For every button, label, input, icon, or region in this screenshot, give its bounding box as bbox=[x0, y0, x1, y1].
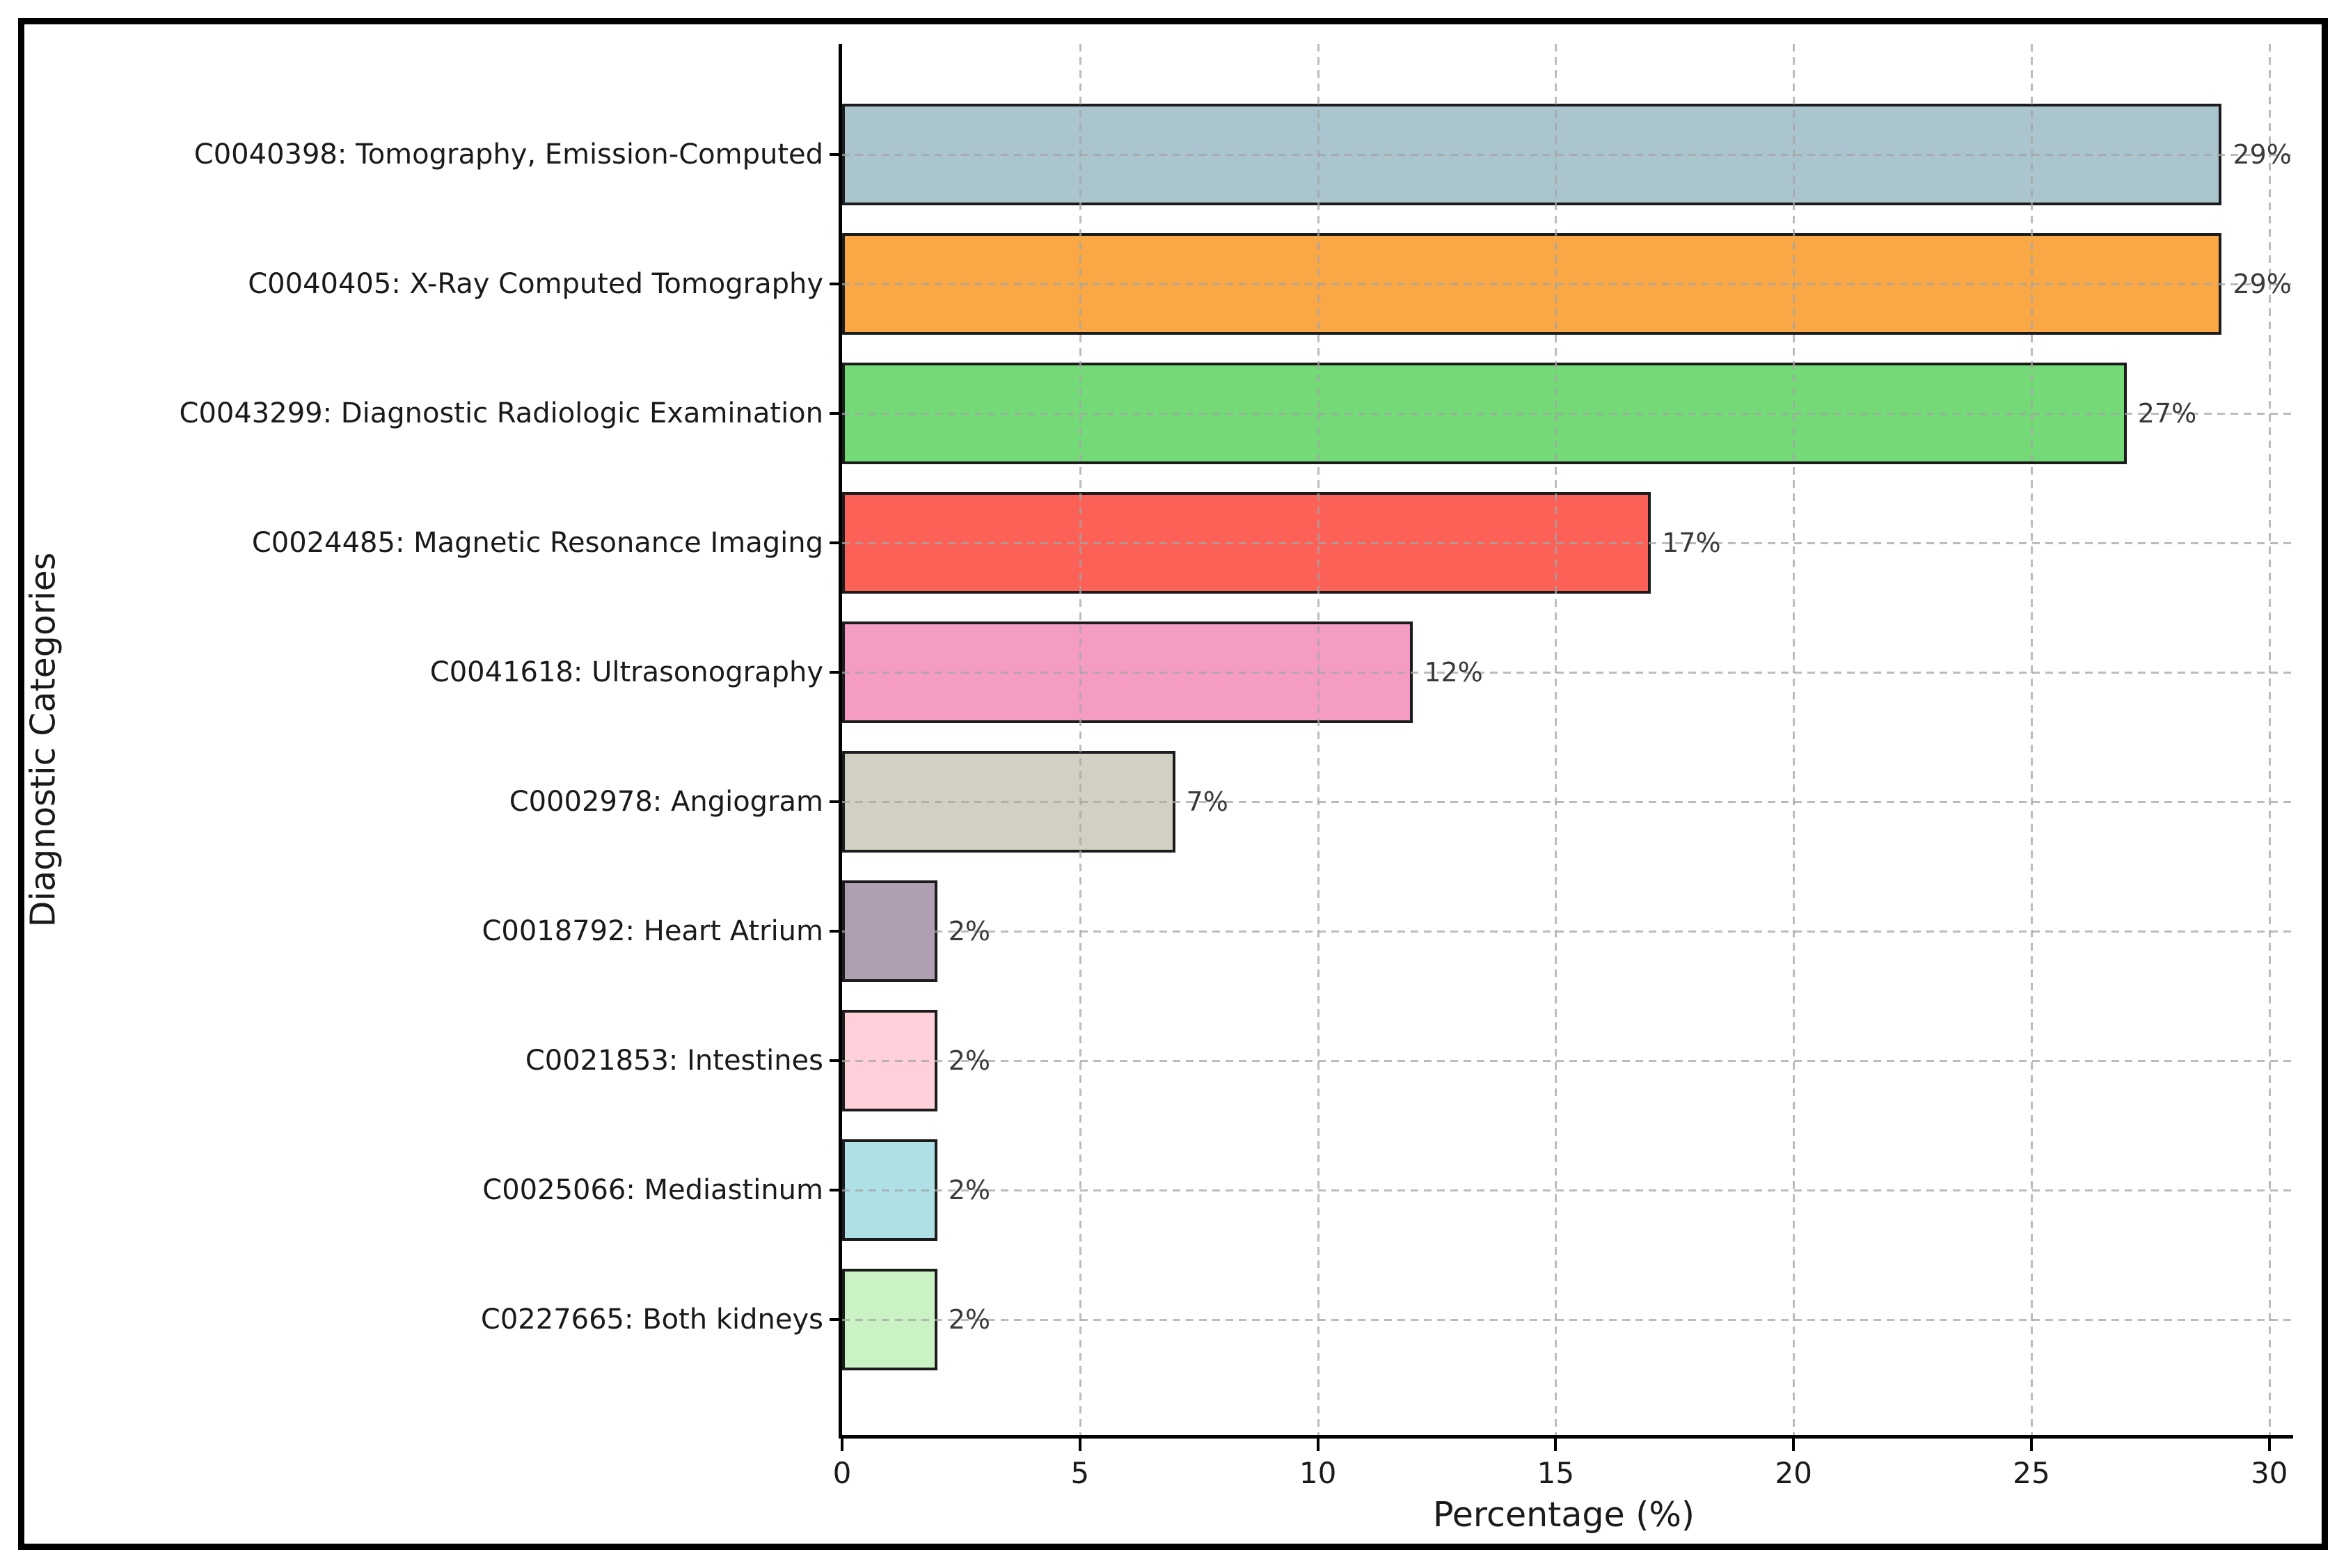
bar-value-label: 2% bbox=[948, 1304, 991, 1335]
x-tick-label: 5 bbox=[1070, 1456, 1090, 1490]
gridline-horizontal bbox=[842, 413, 2293, 415]
gridline-horizontal bbox=[842, 542, 2293, 544]
bar-value-label: 7% bbox=[1186, 786, 1228, 817]
gridline-vertical bbox=[2031, 44, 2034, 1435]
gridline-vertical bbox=[1793, 44, 1796, 1435]
y-tick-mark bbox=[830, 412, 842, 415]
y-tick-mark bbox=[830, 541, 842, 544]
gridline-horizontal bbox=[842, 1060, 2293, 1062]
bar-value-label: 29% bbox=[2233, 139, 2292, 170]
gridline-vertical bbox=[2268, 44, 2271, 1435]
x-axis-title: Percentage (%) bbox=[1432, 1495, 1695, 1535]
x-tick-label: 0 bbox=[832, 1456, 852, 1490]
y-tick-mark bbox=[830, 800, 842, 803]
gridline-horizontal bbox=[842, 930, 2293, 933]
category-tick-label: C0025066: Mediastinum bbox=[482, 1174, 823, 1206]
bar-value-label: 2% bbox=[948, 916, 991, 947]
y-tick-mark bbox=[830, 930, 842, 933]
gridline-horizontal bbox=[842, 672, 2293, 674]
y-axis-title: Diagnostic Categories bbox=[23, 552, 63, 928]
category-tick-label: C0040405: X-Ray Computed Tomography bbox=[248, 268, 823, 300]
category-tick-label: C0227665: Both kidneys bbox=[480, 1304, 823, 1336]
x-tick-mark bbox=[1078, 1439, 1081, 1451]
category-tick-label: C0040398: Tomography, Emission-Computed bbox=[193, 138, 823, 171]
gridline-vertical bbox=[1555, 44, 1558, 1435]
x-tick-label: 20 bbox=[1775, 1456, 1812, 1490]
x-tick-mark bbox=[841, 1439, 843, 1451]
category-tick-label: C0043299: Diagnostic Radiologic Examinat… bbox=[179, 397, 823, 429]
y-tick-mark bbox=[830, 153, 842, 156]
x-tick-label: 15 bbox=[1537, 1456, 1575, 1490]
gridline-horizontal bbox=[842, 801, 2293, 803]
category-tick-label: C0002978: Angiogram bbox=[509, 786, 823, 818]
y-tick-mark bbox=[830, 671, 842, 674]
category-tick-label: C0018792: Heart Atrium bbox=[482, 915, 823, 947]
bar-value-label: 12% bbox=[1424, 657, 1483, 688]
y-tick-mark bbox=[830, 283, 842, 285]
x-tick-label: 25 bbox=[2013, 1456, 2050, 1490]
x-tick-mark bbox=[2267, 1439, 2271, 1451]
y-tick-mark bbox=[830, 1059, 842, 1062]
x-tick-mark bbox=[1316, 1439, 1319, 1451]
x-tick-label: 30 bbox=[2251, 1456, 2288, 1490]
bar-value-label: 29% bbox=[2233, 269, 2292, 299]
x-tick-label: 10 bbox=[1299, 1456, 1337, 1490]
x-tick-mark bbox=[2030, 1439, 2034, 1451]
bar-value-label: 27% bbox=[2137, 398, 2197, 429]
x-tick-mark bbox=[1792, 1439, 1796, 1451]
gridline-horizontal bbox=[842, 154, 2293, 156]
bar-value-label: 2% bbox=[948, 1045, 991, 1076]
category-tick-label: C0024485: Magnetic Resonance Imaging bbox=[251, 527, 823, 559]
gridline-horizontal bbox=[842, 1319, 2293, 1321]
bar-value-label: 2% bbox=[948, 1175, 991, 1205]
gridline-horizontal bbox=[842, 283, 2293, 285]
x-tick-mark bbox=[1554, 1439, 1558, 1451]
gridline-vertical bbox=[1079, 44, 1081, 1435]
gridline-vertical bbox=[1317, 44, 1319, 1435]
category-tick-label: C0041618: Ultrasonography bbox=[429, 656, 823, 688]
bar-value-label: 17% bbox=[1662, 528, 1721, 558]
y-tick-mark bbox=[830, 1189, 842, 1191]
category-tick-label: C0021853: Intestines bbox=[525, 1045, 823, 1077]
gridline-horizontal bbox=[842, 1189, 2293, 1191]
y-tick-mark bbox=[830, 1318, 842, 1321]
plot-area: 29% 29% 27% 17% 12% 7% 2% 2% 2% 2% bbox=[839, 44, 2293, 1439]
